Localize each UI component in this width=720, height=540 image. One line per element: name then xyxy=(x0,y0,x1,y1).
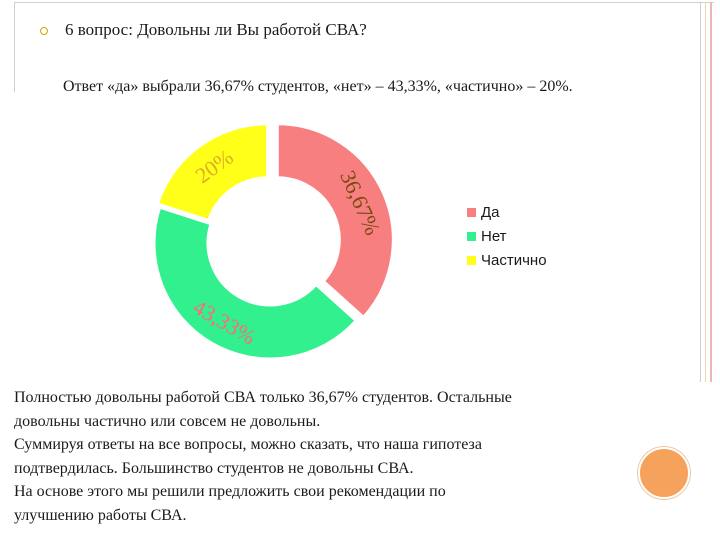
answer-text: Ответ «да» выбрали 36,67% студентов, «не… xyxy=(63,78,573,95)
border-right-line xyxy=(700,2,701,382)
legend-item: Да xyxy=(467,200,547,224)
chart-legend: Да Нет Частично xyxy=(467,200,547,272)
bullet-icon xyxy=(40,27,48,35)
legend-swatch xyxy=(467,255,476,265)
slice-1 xyxy=(275,122,395,320)
legend-swatch xyxy=(467,231,476,241)
border-right-outer-line xyxy=(710,2,712,382)
summary-line: улучшению работы СВА. xyxy=(14,506,187,524)
border-left-line xyxy=(14,2,15,92)
summary-line: Суммируя ответы на все вопросы, можно ск… xyxy=(14,436,482,453)
slice-3 xyxy=(155,122,270,223)
legend-label: Частично xyxy=(481,251,547,269)
border-right-accent-line xyxy=(705,2,706,382)
legend-item: Нет xyxy=(467,224,547,248)
summary-line: подтвердилась. Большинство студентов не … xyxy=(14,459,414,477)
legend-label: Нет xyxy=(481,227,507,245)
question-title: 6 вопрос: Довольны ли Вы работой СВА? xyxy=(65,20,367,39)
summary-line: На основе этого мы решили предложить сво… xyxy=(14,483,446,500)
legend-label: Да xyxy=(481,203,500,221)
slice-2 xyxy=(152,205,359,361)
summary-line: Полностью довольны работой СВА только 36… xyxy=(14,389,512,406)
border-top-line xyxy=(14,2,714,3)
legend-swatch xyxy=(467,207,476,217)
summary-text: Полностью довольны работой СВА только 36… xyxy=(14,386,654,527)
summary-line: довольны частично или совсем не довольны… xyxy=(14,412,321,430)
legend-item: Частично xyxy=(467,248,547,272)
decorative-circle xyxy=(638,447,690,499)
